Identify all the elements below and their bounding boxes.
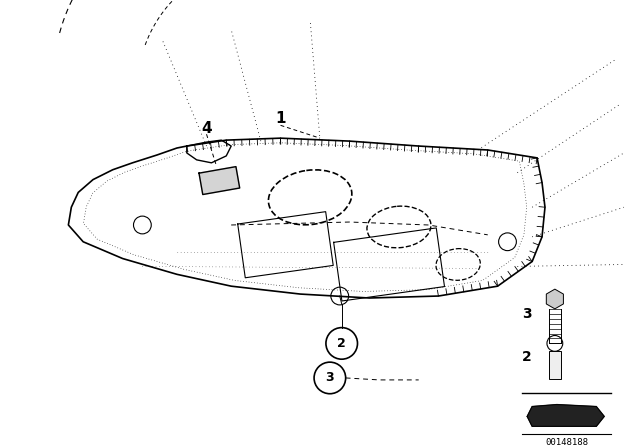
Polygon shape: [199, 167, 240, 194]
Text: 4: 4: [201, 121, 212, 136]
Text: 3: 3: [326, 371, 334, 384]
Text: 3: 3: [522, 307, 532, 321]
Bar: [549, 351, 561, 379]
Polygon shape: [527, 405, 604, 426]
Text: 2: 2: [522, 350, 532, 364]
Text: 1: 1: [275, 111, 286, 126]
Polygon shape: [547, 289, 563, 309]
Text: 00148188: 00148188: [545, 438, 588, 447]
Text: 2: 2: [337, 337, 346, 350]
